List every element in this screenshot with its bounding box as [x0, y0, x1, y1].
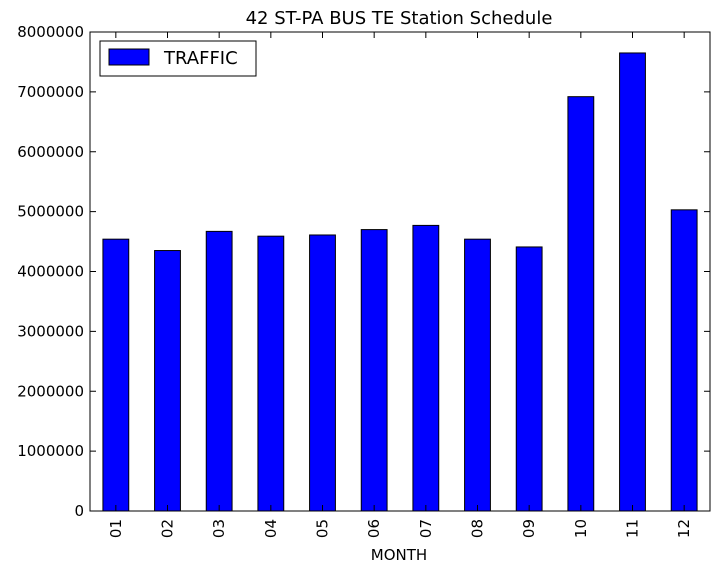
x-tick-label: 01 — [107, 519, 125, 538]
x-tick-label: 02 — [159, 519, 177, 538]
y-tick-label: 4000000 — [17, 263, 84, 281]
y-tick-label: 3000000 — [17, 322, 84, 340]
bar-07 — [412, 224, 440, 512]
y-tick-label: 7000000 — [17, 83, 84, 101]
legend-label-traffic: TRAFFIC — [163, 48, 238, 69]
x-axis-label: MONTH — [371, 546, 427, 564]
x-axis: 01 02 03 04 05 06 07 08 09 10 11 12 — [107, 32, 693, 538]
chart-title: 42 ST-PA BUS TE Station Schedule — [246, 8, 553, 29]
x-tick-label: 11 — [624, 519, 642, 538]
x-tick-label: 10 — [572, 519, 590, 538]
bar-05 — [309, 234, 336, 512]
y-tick-label: 5000000 — [17, 203, 84, 221]
bar-04 — [257, 235, 285, 512]
bar-02 — [154, 250, 181, 512]
bar-01 — [102, 238, 130, 512]
y-tick-label: 0 — [74, 502, 84, 520]
x-tick-label: 04 — [262, 519, 280, 538]
bar-09 — [515, 246, 543, 512]
x-tick-label: 07 — [417, 519, 435, 538]
legend-swatch — [108, 48, 150, 66]
y-tick-label: 1000000 — [17, 442, 84, 460]
y-tick-label: 8000000 — [17, 23, 84, 41]
y-tick-label: 2000000 — [17, 382, 84, 400]
y-axis: 0 1000000 2000000 3000000 4000000 5000000 6000… — [17, 23, 710, 520]
bar-10 — [567, 96, 595, 512]
x-tick-label: 12 — [675, 519, 693, 538]
x-tick-label: 06 — [365, 519, 383, 538]
bar-12 — [670, 209, 698, 512]
bar-06 — [360, 229, 388, 512]
bar-11 — [619, 52, 646, 512]
x-tick-label: 08 — [469, 519, 487, 538]
x-tick-label: 03 — [210, 519, 228, 538]
plot-frame — [89, 31, 711, 512]
x-tick-label: 09 — [520, 519, 538, 538]
y-tick-label: 6000000 — [17, 143, 84, 161]
x-tick-label: 05 — [314, 519, 332, 538]
bar-03 — [205, 230, 233, 512]
legend: TRAFFIC — [99, 40, 257, 77]
bars-group — [102, 52, 698, 512]
bar-08 — [464, 238, 491, 512]
